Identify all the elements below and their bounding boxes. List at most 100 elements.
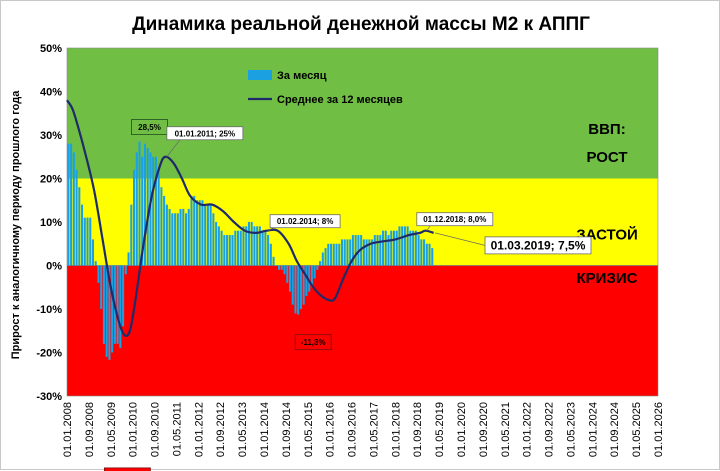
bar — [269, 243, 272, 266]
y-tick-label: 20% — [40, 174, 62, 186]
x-tick-label: 01.01.2026 — [653, 402, 665, 457]
bar — [373, 235, 376, 266]
bar — [381, 230, 385, 266]
bar — [204, 204, 207, 266]
bar — [152, 156, 155, 266]
bar — [206, 204, 209, 266]
bar — [171, 213, 174, 266]
y-tick-label: 30% — [40, 130, 62, 142]
bar — [343, 239, 346, 266]
bar — [283, 265, 286, 275]
x-tick-label: 01.05.2011 — [171, 402, 183, 456]
bar — [108, 265, 111, 360]
x-tick-label: 01.01.2022 — [522, 402, 534, 457]
bar — [365, 239, 368, 266]
x-tick-label: 01.01.2020 — [456, 402, 468, 457]
x-tick-label: 01.01.2024 — [587, 402, 599, 457]
bar — [198, 200, 201, 266]
bar — [75, 169, 78, 266]
bar — [275, 265, 278, 266]
bar — [412, 230, 415, 266]
annotation-box — [294, 334, 332, 351]
annotation-label: 01.02.2014; 8% — [277, 217, 334, 226]
bar — [327, 243, 330, 266]
bar — [239, 230, 242, 266]
annotation-box — [104, 467, 151, 471]
avg-12-month-line — [66, 99, 434, 337]
annotation-box — [269, 214, 341, 229]
y-tick-label: 40% — [40, 87, 62, 99]
x-tick-label: 01.09.2022 — [544, 402, 556, 457]
bar — [174, 213, 177, 266]
y-tick-label: 10% — [40, 217, 62, 229]
annotation-label: -11,3% — [301, 338, 326, 347]
bar — [168, 208, 171, 266]
bar — [390, 230, 393, 266]
annotation-label: 01.01.2011; 25% — [175, 129, 236, 138]
bar — [157, 169, 160, 266]
bar — [190, 195, 193, 266]
bar — [160, 187, 163, 266]
x-tick-label: 01.05.2013 — [237, 402, 249, 457]
bar — [379, 235, 382, 266]
annotation-label: 01.03.2019; 7,5% — [491, 238, 586, 252]
bar — [417, 235, 420, 266]
x-tick-label: 01.05.2025 — [631, 402, 643, 457]
bar — [245, 226, 248, 266]
bar — [163, 195, 166, 266]
bar — [78, 187, 81, 266]
bar — [83, 217, 86, 266]
bar — [297, 265, 300, 315]
bar — [330, 243, 333, 266]
bar — [105, 265, 108, 357]
bar — [130, 204, 133, 266]
bar — [89, 217, 92, 266]
x-tick-label: 01.01.2008 — [62, 402, 74, 457]
x-tick-label: 01.09.2008 — [84, 402, 96, 457]
bar — [371, 239, 374, 266]
bar — [253, 226, 256, 266]
bar — [223, 235, 226, 266]
bar — [228, 235, 231, 266]
zone-label-green-1: РОСТ — [586, 149, 627, 166]
bar — [428, 243, 431, 266]
bar — [420, 239, 423, 266]
bar — [116, 265, 119, 344]
bar — [387, 235, 390, 266]
bar — [187, 208, 190, 266]
bar — [261, 230, 264, 266]
bar — [264, 230, 267, 266]
bar — [81, 204, 84, 266]
y-tick-label: 50% — [40, 43, 62, 55]
bar — [349, 239, 352, 266]
bar — [67, 143, 70, 266]
bar — [299, 265, 302, 309]
annotation-box — [166, 126, 244, 141]
bar — [212, 213, 215, 266]
bar — [154, 156, 157, 266]
bar — [236, 230, 240, 266]
bar — [414, 230, 417, 266]
bar — [250, 222, 253, 266]
zone-label-red-0: КРИЗИС — [577, 270, 638, 287]
bar — [362, 239, 365, 266]
bar — [335, 243, 338, 266]
bar — [122, 265, 125, 327]
x-tick-label: 01.09.2010 — [150, 402, 162, 457]
y-tick-label: -20% — [36, 348, 62, 360]
bar — [384, 230, 387, 266]
bar — [143, 143, 147, 266]
bar — [395, 230, 398, 266]
bar — [423, 239, 426, 266]
x-tick-label: 01.05.2023 — [565, 402, 577, 457]
bar — [351, 235, 354, 266]
bar — [310, 265, 313, 288]
bar — [288, 265, 292, 292]
annotation-box — [484, 236, 592, 255]
bar — [217, 226, 220, 266]
bar — [272, 256, 275, 266]
x-tick-label: 01.09.2014 — [281, 402, 293, 457]
bar — [267, 235, 270, 266]
annotation-label: 28,5% — [138, 123, 161, 132]
